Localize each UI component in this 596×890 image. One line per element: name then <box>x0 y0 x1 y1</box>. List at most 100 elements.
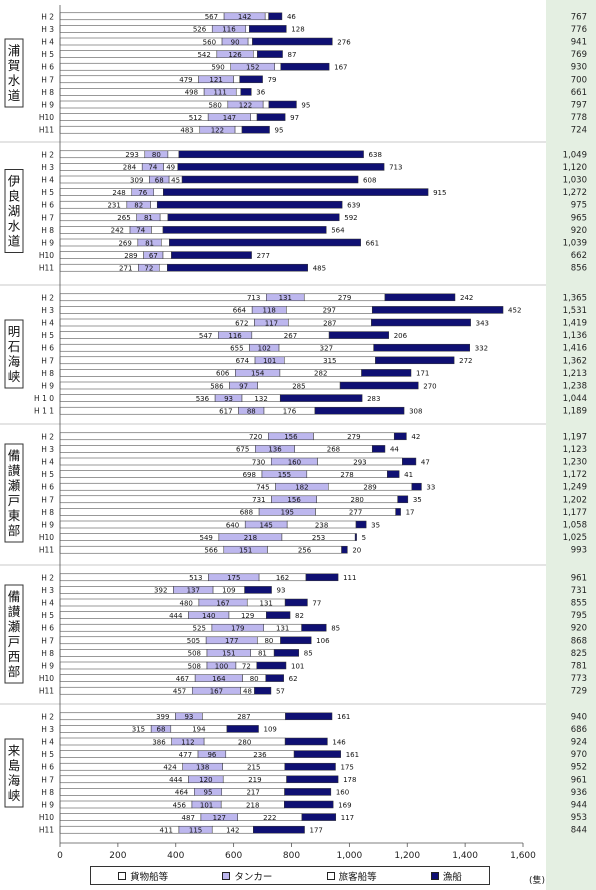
bar-segment <box>284 762 336 771</box>
bar-segment <box>59 482 276 491</box>
year-label: H 8 <box>41 508 54 517</box>
row-total-label: 1,123 <box>563 445 587 455</box>
row-total-label: 1,249 <box>563 483 587 493</box>
row-total-label: 1,177 <box>563 508 587 518</box>
bar-value-label: 62 <box>289 675 298 683</box>
year-label: H10 <box>39 113 54 122</box>
year-label: H 2 <box>41 712 54 721</box>
row-total-label: 825 <box>571 649 587 659</box>
bar-segment <box>59 394 216 402</box>
row-total-label: 944 <box>571 801 587 811</box>
year-label: H 7 <box>41 356 54 365</box>
bar-value-label: 592 <box>344 214 357 222</box>
bar-value-label: 536 <box>196 395 210 403</box>
bar-value-label: 222 <box>263 814 276 822</box>
bar-value-label: 567 <box>205 13 218 21</box>
bar-value-label: 68 <box>155 176 164 184</box>
row-total-label: 1,416 <box>563 344 587 354</box>
bar-value-label: 100 <box>215 662 228 670</box>
bar-value-label: 547 <box>199 332 212 340</box>
bar-segment <box>252 37 333 46</box>
year-label: H 5 <box>41 331 54 340</box>
bar-value-label: 215 <box>247 764 260 772</box>
year-label: H 4 <box>41 176 54 185</box>
strait-name-box <box>4 38 24 108</box>
bar-segment <box>256 113 286 121</box>
bar-value-label: 297 <box>323 307 336 315</box>
bar-value-label: 111 <box>213 89 226 97</box>
strait-name-char: 峡 <box>8 788 21 803</box>
strait-name-char: 浦 <box>8 43 21 58</box>
legend-label-tanker: タンカー <box>234 871 273 883</box>
strait-name-char: 西 <box>8 649 21 664</box>
x-tick-label: 0 <box>57 851 63 861</box>
bar-segment <box>59 457 272 466</box>
bar-value-label: 487 <box>182 814 195 822</box>
bar-value-label: 117 <box>341 814 354 822</box>
bar-value-label: 160 <box>288 458 301 466</box>
bar-value-label: 127 <box>213 814 226 822</box>
bar-segment <box>169 238 361 247</box>
strait-name-box <box>4 169 24 253</box>
bar-value-label: 179 <box>231 625 244 633</box>
bar-value-label: 287 <box>237 713 250 721</box>
bar-segment <box>59 573 209 582</box>
bar-value-label: 309 <box>130 176 143 184</box>
bar-segment <box>167 213 340 222</box>
row-total-label: 970 <box>571 750 587 760</box>
bar-value-label: 278 <box>340 471 353 479</box>
strait-name-char: 水 <box>8 73 21 88</box>
year-label: H 4 <box>41 738 54 747</box>
bar-segment <box>280 62 330 71</box>
bar-segment <box>284 788 332 796</box>
year-label: H 8 <box>41 369 54 378</box>
bar-segment <box>163 188 429 196</box>
bar-segment <box>59 598 200 607</box>
bar-value-label: 269 <box>118 239 131 247</box>
bar-value-label: 117 <box>265 319 278 327</box>
bar-value-label: 456 <box>173 801 187 809</box>
bar-segment <box>262 100 270 109</box>
bar-segment <box>59 406 239 415</box>
bar-segment <box>274 62 282 71</box>
bar-value-label: 638 <box>369 151 382 159</box>
bar-value-label: 745 <box>256 484 269 492</box>
bar-segment <box>239 75 263 84</box>
bar-segment <box>235 88 242 96</box>
bar-value-label: 36 <box>256 89 265 97</box>
strait-name-char: 瀬 <box>8 619 21 634</box>
year-label: H 7 <box>41 75 54 84</box>
bar-value-label: 160 <box>336 789 349 797</box>
year-label: H 2 <box>41 150 54 159</box>
year-label: H 3 <box>41 25 54 34</box>
bar-segment <box>264 12 269 21</box>
bar-segment <box>159 213 169 222</box>
bar-value-label: 116 <box>228 332 242 340</box>
bar-value-label: 95 <box>204 789 213 797</box>
bar-segment <box>59 75 199 84</box>
strait-name-char: 道 <box>8 234 21 249</box>
bar-value-label: 219 <box>248 776 261 784</box>
bar-value-label: 315 <box>323 357 336 365</box>
year-label: H 3 <box>41 586 54 595</box>
bar-value-label: 549 <box>199 534 212 542</box>
bar-value-label: 285 <box>292 382 305 390</box>
bar-segment <box>171 251 252 259</box>
bar-value-label: 586 <box>210 382 224 390</box>
row-total-label: 993 <box>571 546 587 556</box>
year-label: H 9 <box>41 382 54 391</box>
bar-value-label: 175 <box>340 764 353 772</box>
bar-value-label: 35 <box>413 496 422 504</box>
row-total-label: 1,030 <box>563 176 587 186</box>
strait-name-char: 明 <box>8 324 21 339</box>
year-label: H11 <box>39 126 54 135</box>
bar-value-label: 151 <box>239 547 252 555</box>
bar-value-label: 136 <box>268 446 282 454</box>
bar-segment <box>254 686 272 695</box>
bar-value-label: 332 <box>475 345 488 353</box>
row-total-label: 724 <box>571 126 587 136</box>
strait-name-char: 部 <box>8 664 21 679</box>
row-total-label: 1,025 <box>563 533 587 543</box>
bar-value-label: 386 <box>152 738 166 746</box>
bar-value-label: 176 <box>283 408 297 416</box>
